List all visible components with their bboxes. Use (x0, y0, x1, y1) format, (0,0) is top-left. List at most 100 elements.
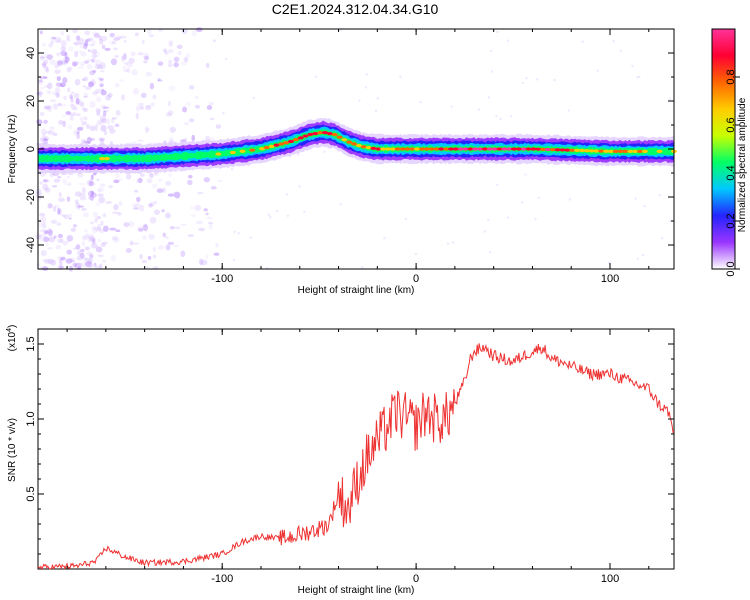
spectrogram-noise-cell (39, 30, 43, 35)
spectrogram-noise-cell (66, 67, 72, 73)
spectrogram-noise-cell (137, 139, 144, 142)
spectrogram-noise-cell (141, 259, 148, 264)
colorbar-ticks: 0.0 0.2 0.4 0.6 0.8 (725, 69, 740, 277)
spectrogram-noise-cell (173, 56, 180, 63)
spectrogram-noise-cell (180, 250, 186, 258)
spectrogram-noise-cell (581, 40, 584, 43)
spectrogram-noise-cell (134, 32, 139, 37)
spectrogram-noise-cell (63, 95, 67, 101)
spectrogram-noise-cell (119, 79, 125, 82)
spectrogram-noise-cell (65, 111, 71, 115)
spectrogram-noise-cell (152, 254, 157, 259)
spectrogram-noise-cell (57, 197, 65, 203)
spectrogram-ridge-peak (481, 147, 488, 151)
spectrogram-noise-cell (118, 178, 124, 181)
spectrogram-noise-cell (126, 61, 133, 68)
spectrogram-noise-cell (81, 187, 86, 194)
spectrogram-noise-cell (99, 183, 106, 187)
spectrogram-noise-cell (168, 40, 174, 47)
spectrogram-noise-cell (149, 172, 154, 178)
spectrogram-noise-cell (46, 67, 50, 73)
spectrogram-noise-cell (106, 118, 111, 125)
spectrogram-noise-cell (63, 214, 69, 220)
spectrogram-noise-cell (88, 81, 93, 88)
spectrogram-noise-cell (133, 242, 140, 245)
spectrogram-noise-cell (183, 56, 189, 63)
spectrogram-noise-cell (73, 106, 78, 111)
spectrogram-noise-cell (187, 179, 193, 186)
spectrogram-noise-cell (81, 208, 85, 212)
spectrogram-noise-cell (58, 192, 62, 198)
spectrogram-ridge-peak (520, 147, 527, 151)
spectrogram-ridge-peak (593, 149, 600, 153)
spectrogram-noise-cell (54, 64, 60, 69)
spectrogram-noise-cell (87, 81, 94, 88)
spectrogram-noise-cell (182, 106, 188, 113)
spectrogram-noise-cell (60, 238, 64, 244)
spectrogram-noise-cell (109, 32, 115, 38)
spectrogram-noise-cell (130, 51, 136, 57)
spectrogram-noise-cell (95, 59, 102, 67)
spectrogram-ridge-peak (98, 157, 105, 161)
spectrogram-noise-cell (641, 253, 645, 257)
spectrogram-noise-cell (364, 86, 367, 89)
spectrogram-ridge-peak (525, 147, 532, 151)
spectrogram-noise-cell (84, 41, 89, 47)
spectrogram-noise-cell (55, 82, 62, 87)
spectrogram-noise-cell (90, 79, 96, 86)
spectrogram-noise-cell (37, 79, 44, 83)
spectrogram-noise-cell (48, 229, 54, 237)
spectrogram-noise-cell (72, 224, 77, 228)
spectrogram-noise-cell (100, 220, 104, 227)
spectrogram-noise-cell (64, 52, 68, 59)
spectrogram-noise-cell (93, 33, 100, 39)
spectrogram-noise-cell (89, 179, 93, 184)
spectrogram-noise-cell (108, 184, 114, 189)
spectrogram-noise-cell (57, 60, 63, 66)
spectrogram-noise-cell (315, 75, 318, 78)
spectrogram-noise-cell (128, 220, 135, 228)
spectrogram-noise-cell (74, 78, 81, 86)
spectrogram-noise-cell (43, 236, 50, 243)
spectrogram-noise-cell (89, 253, 94, 259)
spectrogram-noise-cell (46, 203, 53, 209)
spectrogram-noise-cell (45, 243, 49, 246)
spectrogram-ridge-peak (404, 147, 411, 151)
spectrogram-noise-cell (92, 173, 97, 176)
spectrogram-noise-cell (146, 128, 150, 131)
spectrogram-noise-cell (132, 88, 139, 95)
spectrogram-noise-cell (39, 181, 44, 185)
spectrogram-ridge-peak (627, 149, 634, 153)
spectrogram-noise-cell (638, 75, 641, 79)
spectrogram-ridge-peak (598, 149, 605, 153)
spectrogram-noise-cell (167, 193, 175, 197)
spectrogram-noise-cell (537, 196, 540, 199)
spectrogram-noise-cell (128, 57, 135, 64)
spectrogram-noise-cell (66, 235, 74, 242)
spectrogram-noise-cell (39, 265, 45, 271)
spectrogram-noise-cell (82, 256, 89, 263)
spectrogram-noise-cell (42, 183, 49, 191)
snr-x-axis-label: Height of straight line (km) (298, 585, 415, 596)
spectrogram-noise-cell (39, 229, 47, 233)
spectrogram-noise-cell (148, 34, 155, 38)
spectrogram-ridge-peak (384, 147, 391, 151)
spectrogram-noise-cell (44, 65, 49, 73)
spectrogram-noise-cell (167, 63, 173, 68)
spectrogram-noise-cell (99, 115, 107, 122)
spectrogram-noise-cell (57, 233, 64, 239)
spectrogram-noise-cell (52, 205, 57, 212)
spectrogram-noise-cell (137, 177, 143, 184)
spectrogram-noise-cell (86, 58, 92, 62)
spectrogram-noise-cell (40, 75, 47, 80)
spectrogram-noise-cell (46, 54, 53, 60)
spectrogram-ridge-peak (511, 147, 518, 151)
spectrogram-noise-cell (143, 52, 150, 60)
y-tick-label: -40 (25, 237, 37, 253)
spectrogram-noise-cell (99, 62, 106, 70)
spectrogram-noise-cell (78, 193, 86, 199)
spectrogram-noise-cell (91, 182, 97, 186)
spectrogram-noise-cell (66, 196, 71, 202)
spectrogram-noise-cell (87, 259, 93, 264)
spectrogram-noise-cell (164, 236, 169, 240)
